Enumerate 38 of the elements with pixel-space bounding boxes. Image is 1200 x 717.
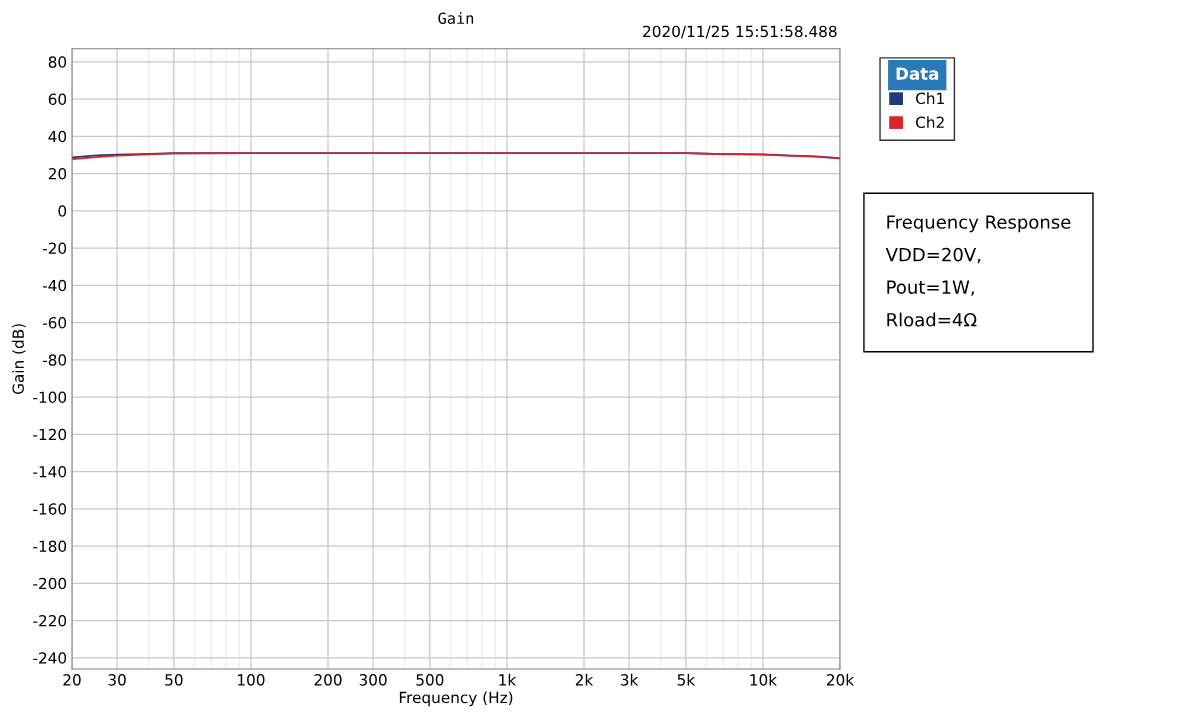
- text: 2020/11/25 15:51:58.488: [643, 25, 837, 39]
- y-tick-label: 40: [48, 130, 67, 143]
- y-tick-label: -220: [33, 615, 67, 627]
- x-tick-label: 1k: [499, 673, 517, 686]
- y-tick-label: -80: [42, 354, 67, 366]
- y-tick-label: 20: [48, 168, 67, 180]
- y-tick-label: -40: [42, 279, 67, 292]
- y-tick-label: -240: [33, 652, 67, 664]
- y-tick-label: -100: [33, 391, 67, 404]
- text: Frequency Response VDD=20V, Pout=1W, Rload=4Ω: [885, 215, 1071, 327]
- x-tick-label: 50: [165, 674, 183, 686]
- x-tick-label: 100: [238, 674, 265, 686]
- x-axis-title: Frequency (Hz): [399, 691, 513, 707]
- y-tick-label: -60: [42, 317, 67, 329]
- legend-label: Ch2: [916, 116, 944, 129]
- y-tick-label: 0: [58, 205, 67, 217]
- y-tick-label: 80: [48, 56, 67, 68]
- y-tick-label: -160: [33, 503, 67, 515]
- legend-title: Data: [896, 67, 939, 80]
- chart-title: Gain: [438, 12, 474, 24]
- y-tick-label: -200: [33, 577, 67, 590]
- x-tick-label: 10k: [750, 673, 778, 686]
- x-tick-label: 200: [314, 674, 342, 686]
- y-tick-label: -180: [33, 540, 67, 553]
- y-tick-label: -140: [33, 466, 67, 478]
- x-tick-label: 2k: [575, 673, 594, 686]
- x-tick-label: 20k: [826, 673, 855, 686]
- y-tick-label: -120: [33, 428, 67, 441]
- x-tick-label: 20: [63, 674, 81, 686]
- legend-label: Ch1: [916, 92, 944, 105]
- y-tick-label: 60: [48, 93, 67, 106]
- y-tick-label: -20: [42, 242, 67, 255]
- x-tick-label: 5k: [677, 673, 696, 686]
- x-tick-label: 30: [108, 674, 126, 686]
- x-tick-label: 3k: [620, 673, 639, 686]
- y-axis-title: Gain (dB): [12, 324, 26, 395]
- x-tick-label: 500: [416, 674, 444, 686]
- x-tick-label: 300: [359, 674, 387, 686]
